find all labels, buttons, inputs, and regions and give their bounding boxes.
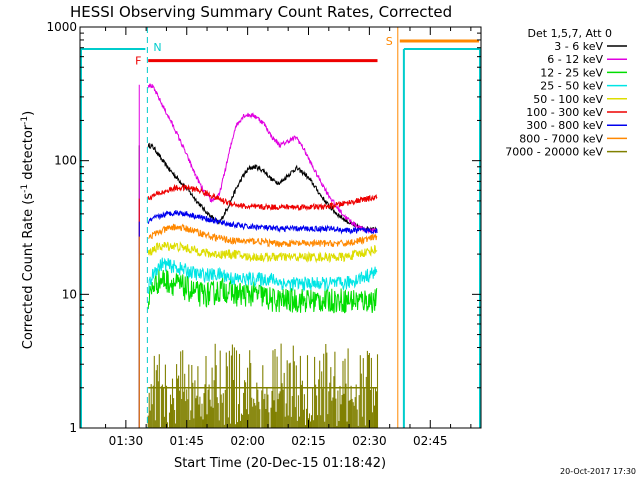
x-tick-label: 01:30 bbox=[109, 434, 144, 448]
series-7000-20000-kev bbox=[147, 343, 379, 428]
y-tick-label: 1000 bbox=[46, 20, 77, 34]
x-tick-label: 02:00 bbox=[230, 434, 265, 448]
y-axis-label-part-2: detector bbox=[21, 124, 36, 184]
legend-label: 100 - 300 keV bbox=[526, 106, 603, 119]
legend-label: 25 - 50 keV bbox=[540, 80, 603, 93]
legend-label: 50 - 100 keV bbox=[533, 93, 603, 106]
y-axis-label-sup-1: -1 bbox=[20, 184, 30, 193]
y-axis-label-part-3: ) bbox=[21, 111, 36, 116]
x-tick-label: 01:45 bbox=[169, 434, 204, 448]
legend-title: Det 1,5,7, Att 0 bbox=[528, 27, 612, 40]
chart-title: HESSI Observing Summary Count Rates, Cor… bbox=[70, 3, 452, 21]
flare-flag-label: F bbox=[135, 55, 141, 68]
series-100-300-kev bbox=[147, 183, 378, 212]
y-axis-label-part-1: Corrected Count Rate (s bbox=[21, 193, 36, 350]
legend-label: 7000 - 20000 keV bbox=[505, 146, 603, 159]
series-300-800-kev bbox=[147, 210, 378, 235]
legend-label: 6 - 12 keV bbox=[547, 53, 603, 66]
series-50-100-kev bbox=[147, 241, 378, 264]
series-12-25-kev bbox=[147, 269, 378, 314]
legend-label: 300 - 800 keV bbox=[526, 119, 603, 132]
data-series-layer bbox=[138, 83, 379, 428]
plot-frame bbox=[79, 26, 482, 429]
x-tick-label: 02:15 bbox=[291, 434, 326, 448]
series-800-7000-kev bbox=[148, 223, 378, 248]
y-tick-label: 10 bbox=[62, 287, 77, 301]
y-axis-label-sup-2: -1 bbox=[20, 116, 30, 125]
axes: 01:30 01:45 02:00 02:15 02:30 02:45 1 10 100 1000 bbox=[46, 20, 482, 448]
x-tick-label: 02:30 bbox=[352, 434, 387, 448]
series-25-50-kev bbox=[147, 257, 378, 294]
x-axis-label: Start Time (20-Dec-15 01:18:42) bbox=[174, 456, 386, 471]
night-flag-label: N bbox=[153, 41, 161, 54]
legend-label: 800 - 7000 keV bbox=[519, 132, 603, 145]
y-axis-label: Corrected Count Rate (s-1 detector-1) bbox=[20, 111, 36, 349]
saa-flag-label: S bbox=[386, 35, 393, 48]
legend-label: 3 - 6 keV bbox=[554, 40, 603, 53]
y-tick-label: 1 bbox=[69, 421, 77, 435]
series-6-12-kev bbox=[147, 83, 378, 235]
legend-label: 12 - 25 keV bbox=[540, 66, 603, 79]
x-tick-label: 02:45 bbox=[413, 434, 448, 448]
generation-timestamp: 20-Oct-2017 17:30 bbox=[560, 467, 636, 476]
y-tick-label: 100 bbox=[54, 154, 77, 168]
